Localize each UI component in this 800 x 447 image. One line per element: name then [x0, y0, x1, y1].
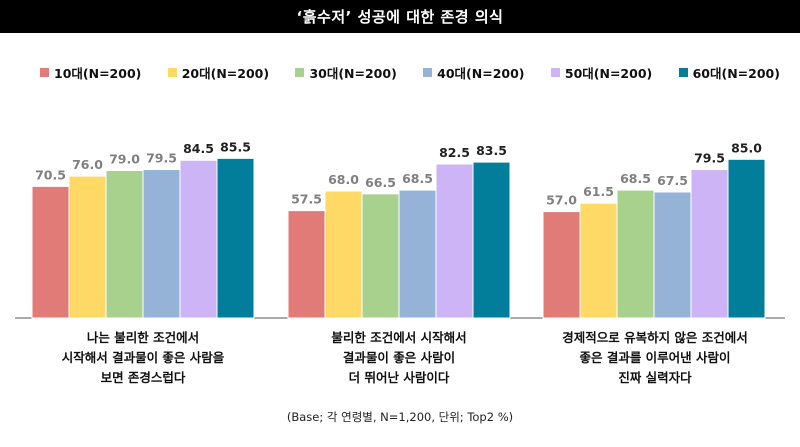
bar [287, 210, 326, 319]
data-label: 85.5 [220, 139, 251, 154]
data-label: 84.5 [183, 141, 214, 156]
data-label: 70.5 [35, 167, 66, 182]
data-label: 68.5 [402, 171, 433, 186]
data-label: 57.0 [546, 193, 577, 208]
data-label: 66.5 [365, 175, 396, 190]
legend-swatch [550, 67, 560, 77]
data-label: 76.0 [72, 157, 103, 172]
data-label: 57.5 [291, 192, 322, 207]
data-label: 61.5 [583, 184, 614, 199]
data-label: 85.0 [731, 140, 762, 155]
data-label: 82.5 [439, 145, 470, 160]
data-label: 79.5 [146, 151, 177, 166]
legend-item: 40대(N=200) [423, 63, 525, 82]
bar [690, 169, 729, 319]
bar [727, 158, 766, 319]
legend-item: 50대(N=200) [550, 63, 653, 82]
legend-item: 10대(N=200) [40, 63, 141, 82]
bar [361, 193, 400, 319]
data-label: 67.5 [657, 173, 688, 188]
bar [579, 202, 618, 319]
legend-item: 20대(N=200) [167, 63, 270, 82]
category-label: 불리한 조건에서 시작해서 결과물이 좋은 사람이 더 뛰어난 사람이다 [331, 330, 467, 385]
bar [324, 190, 363, 319]
bar [31, 185, 70, 319]
footnote: (Base; 각 연령별, N=1,200, 단위; Top2 %) [286, 410, 514, 424]
data-label: 68.5 [620, 171, 651, 186]
bar [472, 161, 511, 319]
bar [68, 175, 107, 319]
legend-swatch [678, 67, 688, 77]
bar [542, 211, 581, 319]
data-label: 79.0 [109, 152, 140, 167]
legend-label: 10대(N=200) [54, 65, 142, 81]
legend-label: 30대(N=200) [309, 65, 397, 81]
title-bar: ‘흙수저’ 성공에 대한 존경 의식 [0, 0, 800, 33]
legend-label: 40대(N=200) [437, 65, 525, 81]
category-label: 나는 불리한 조건에서 시작해서 결과물이 좋은 사람을 보면 존경스럽다 [61, 330, 225, 385]
bar [616, 189, 655, 319]
bar [653, 191, 692, 319]
legend-swatch [167, 67, 177, 77]
data-label: 83.5 [476, 143, 507, 158]
legend-swatch [40, 67, 49, 77]
category-label: 경제적으로 유복하지 않은 조건에서 좋은 결과를 이루어낸 사람이 진짜 실력… [562, 330, 748, 385]
legend-item: 30대(N=200) [295, 63, 397, 82]
bar [142, 169, 181, 319]
data-label: 79.5 [694, 151, 725, 166]
bar [435, 163, 474, 319]
legend-label: 20대(N=200) [181, 65, 270, 81]
legend-label: 60대(N=200) [692, 65, 780, 81]
bar [398, 189, 437, 319]
bar [216, 157, 255, 319]
legend-item: 60대(N=200) [678, 63, 780, 82]
legend: 10대(N=200) 20대(N=200) 30대(N=200) 40대(N=200)… [40, 62, 780, 82]
chart-title: ‘흙수저’ 성공에 대한 존경 의식 [296, 8, 504, 26]
legend-label: 50대(N=200) [564, 65, 653, 81]
data-label: 68.0 [328, 172, 359, 187]
legend-swatch [423, 67, 433, 77]
legend-swatch [295, 67, 305, 77]
bar [105, 170, 144, 319]
bar [179, 159, 218, 319]
